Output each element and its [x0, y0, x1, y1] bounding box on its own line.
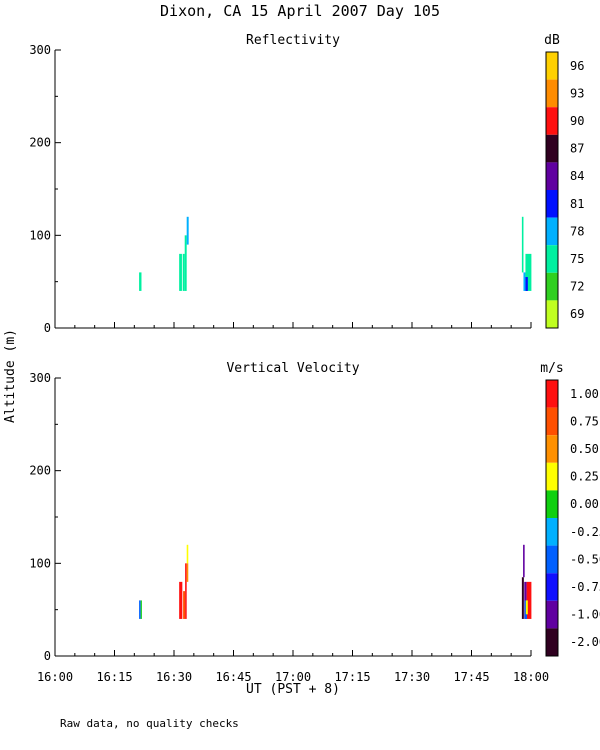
colorbar-label: 72 — [570, 280, 584, 294]
colorbar-swatch — [546, 107, 558, 135]
colorbar-label: -0.25 — [570, 525, 600, 539]
colorbar-label: -0.50 — [570, 552, 600, 566]
vertical-velocity-panel: Vertical Velocity m/s 0 100 200 300 16:00 16:15… — [29, 361, 600, 684]
x-tick-label: 17:45 — [453, 670, 489, 684]
colorbar-swatch — [546, 407, 558, 436]
x-tick-label: 17:00 — [275, 670, 311, 684]
data-cell — [521, 577, 524, 619]
colorbar-swatch — [546, 628, 558, 656]
data-cell — [186, 216, 189, 245]
colorbar-label: 0.25 — [570, 470, 599, 484]
colorbar-label: -0.75 — [570, 580, 600, 594]
colorbar-units: m/s — [540, 361, 563, 376]
data-cell — [186, 563, 189, 582]
colorbar-swatch — [546, 272, 558, 301]
data-cell — [140, 600, 142, 619]
colorbar-swatch — [546, 490, 558, 518]
y-tick-label: 100 — [29, 228, 51, 242]
colorbar-units: dB — [544, 33, 560, 48]
x-tick-label: 17:30 — [394, 670, 430, 684]
colorbar-label: 90 — [570, 114, 584, 128]
colorbar-frame — [545, 379, 559, 657]
colorbar-swatch — [546, 52, 558, 80]
x-axis-label: UT (PST + 8) — [246, 682, 340, 697]
data-cell — [184, 235, 187, 291]
colorbar-label: 96 — [570, 59, 584, 73]
colorbar-swatch — [546, 300, 558, 328]
y-tick-label: 100 — [29, 556, 51, 570]
x-tick-label: 18:00 — [513, 670, 549, 684]
y-tick-label: 200 — [29, 464, 51, 478]
y-tick-label: 200 — [29, 136, 51, 150]
colorbar-label: 87 — [570, 142, 584, 156]
data-cell — [182, 253, 185, 291]
colorbar-label: 75 — [570, 252, 584, 266]
colorbar-swatch — [546, 162, 558, 190]
colorbar-label: 78 — [570, 224, 584, 238]
data-cell — [526, 581, 532, 619]
colorbar-label: 84 — [570, 169, 584, 183]
colorbar-swatch — [546, 573, 558, 601]
colorbar-swatch — [546, 134, 558, 163]
colorbar-label: 0.00 — [570, 497, 599, 511]
data-cell — [183, 591, 186, 619]
colorbar-swatch — [546, 435, 558, 463]
panel-title: Reflectivity — [246, 33, 340, 48]
colorbar-swatch — [546, 518, 558, 546]
data-cell — [523, 544, 525, 578]
x-tick-label: 17:15 — [334, 670, 370, 684]
x-tick-label: 16:00 — [37, 670, 73, 684]
data-cell — [525, 253, 532, 291]
colorbar-label: 93 — [570, 86, 584, 100]
colorbar-swatch — [546, 380, 558, 408]
data-cell — [186, 544, 189, 564]
quality-note: Raw data, no quality checks — [60, 717, 239, 730]
colorbar-swatch — [546, 245, 558, 273]
colorbar-label: -2.00 — [570, 635, 600, 649]
panel-title: Vertical Velocity — [226, 361, 359, 376]
colorbar-label: 1.00 — [570, 387, 599, 401]
colorbar-swatch — [546, 600, 558, 629]
data-cell — [179, 581, 183, 619]
colorbar-label: 0.50 — [570, 442, 599, 456]
y-tick-label: 300 — [29, 43, 51, 57]
colorbar-swatch — [546, 217, 558, 246]
colorbar-swatch — [546, 79, 558, 108]
x-tick-label: 16:45 — [215, 670, 251, 684]
y-tick-label: 0 — [44, 649, 51, 663]
reflectivity-panel: Reflectivity dB 0 100 200 300 96 93 90 87 84 81 78 75… — [29, 33, 584, 335]
data-cell — [524, 581, 527, 619]
colorbar-swatch — [546, 190, 558, 218]
data-cell — [139, 272, 142, 291]
colorbar-label: 69 — [570, 307, 584, 321]
data-cell — [179, 253, 182, 291]
data-cell — [523, 272, 526, 291]
data-cell — [185, 563, 187, 619]
data-cell — [139, 600, 141, 619]
colorbar-swatch — [546, 545, 558, 574]
y-tick-label: 300 — [29, 371, 51, 385]
colorbar-frame — [545, 51, 559, 329]
x-tick-label: 16:30 — [156, 670, 192, 684]
colorbar-swatch — [546, 462, 558, 491]
x-tick-label: 16:15 — [96, 670, 132, 684]
y-axis-label: Altitude (m) — [3, 329, 18, 423]
colorbar-label: -1.00 — [570, 608, 600, 622]
chart-title: Dixon, CA 15 April 2007 Day 105 — [160, 2, 440, 20]
data-cell — [525, 600, 528, 615]
data-cell — [525, 277, 528, 291]
colorbar-label: 0.75 — [570, 414, 599, 428]
colorbar-label: 81 — [570, 197, 584, 211]
y-tick-label: 0 — [44, 321, 51, 335]
data-cell — [521, 216, 524, 273]
